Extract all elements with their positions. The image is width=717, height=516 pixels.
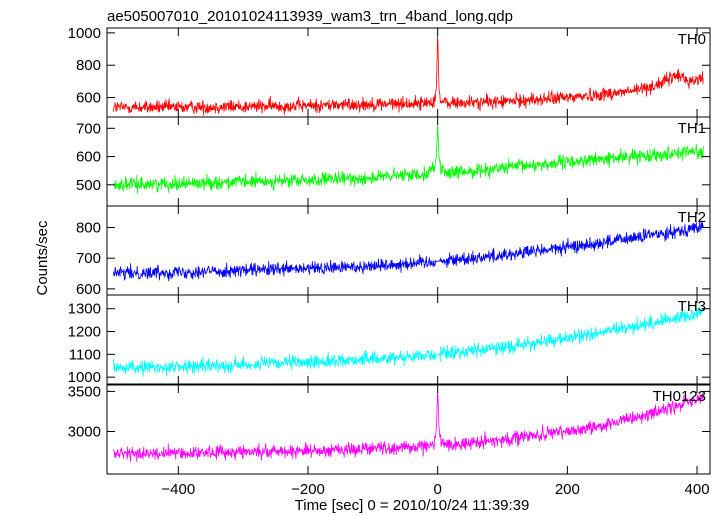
- panel-frame: [106, 116, 711, 207]
- panel-frame: [106, 205, 711, 296]
- x-tick-label: 0: [434, 481, 442, 498]
- panel-th3: 1000 1100 1200 1300 TH3: [68, 294, 711, 386]
- y-tick-label: 1200: [68, 324, 101, 341]
- y-tick-label: 700: [76, 120, 101, 137]
- y-tick-label: 600: [76, 149, 101, 166]
- x-tick-label: 400: [685, 481, 710, 498]
- series-line-th0123: [113, 391, 704, 462]
- x-tick-label: 200: [555, 481, 580, 498]
- x-tick-label: −400: [161, 481, 195, 498]
- y-tick-label: 600: [76, 90, 101, 107]
- y-tick-label: 700: [76, 250, 101, 267]
- panel-frame: [106, 294, 711, 385]
- panel-frame: [106, 384, 711, 475]
- y-tick-label: 3000: [68, 424, 101, 441]
- panel-th0123: 3000 3500 TH0123: [68, 383, 711, 475]
- panel-label: TH0123: [653, 388, 706, 405]
- y-axis-label: Counts/sec: [34, 220, 51, 296]
- chart-title: ae505007010_20101024113939_wam3_trn_4ban…: [107, 8, 513, 25]
- y-tick-label: 3500: [68, 383, 101, 400]
- x-tick-label: −200: [291, 481, 325, 498]
- panel-th2: 600 700 800 TH2: [76, 205, 711, 298]
- panel-th0: 600 800 1000 TH0: [68, 25, 711, 118]
- panels-group: 600 800 1000 TH0 500 600 700 TH1 600 700 800 TH2 100…: [68, 25, 711, 498]
- y-tick-label: 1000: [68, 25, 101, 42]
- panel-th1: 500 600 700 TH1: [76, 116, 711, 207]
- y-tick-label: 600: [76, 281, 101, 298]
- panel-label: TH0: [678, 31, 706, 48]
- panel-label: TH1: [678, 120, 706, 137]
- series-line-th0: [113, 35, 704, 116]
- y-tick-label: 1000: [68, 369, 101, 386]
- panel-label: TH3: [678, 298, 706, 315]
- y-tick-label: 800: [76, 57, 101, 74]
- series-line-th1: [113, 125, 704, 194]
- series-line-th2: [113, 220, 704, 282]
- y-tick-label: 500: [76, 177, 101, 194]
- y-tick-label: 800: [76, 219, 101, 236]
- y-tick-label: 1100: [69, 346, 101, 363]
- panel-label: TH2: [678, 209, 706, 226]
- x-axis-label: Time [sec] 0 = 2010/10/24 11:39:39: [295, 497, 530, 514]
- series-line-th3: [113, 306, 704, 377]
- y-tick-label: 1300: [68, 301, 101, 318]
